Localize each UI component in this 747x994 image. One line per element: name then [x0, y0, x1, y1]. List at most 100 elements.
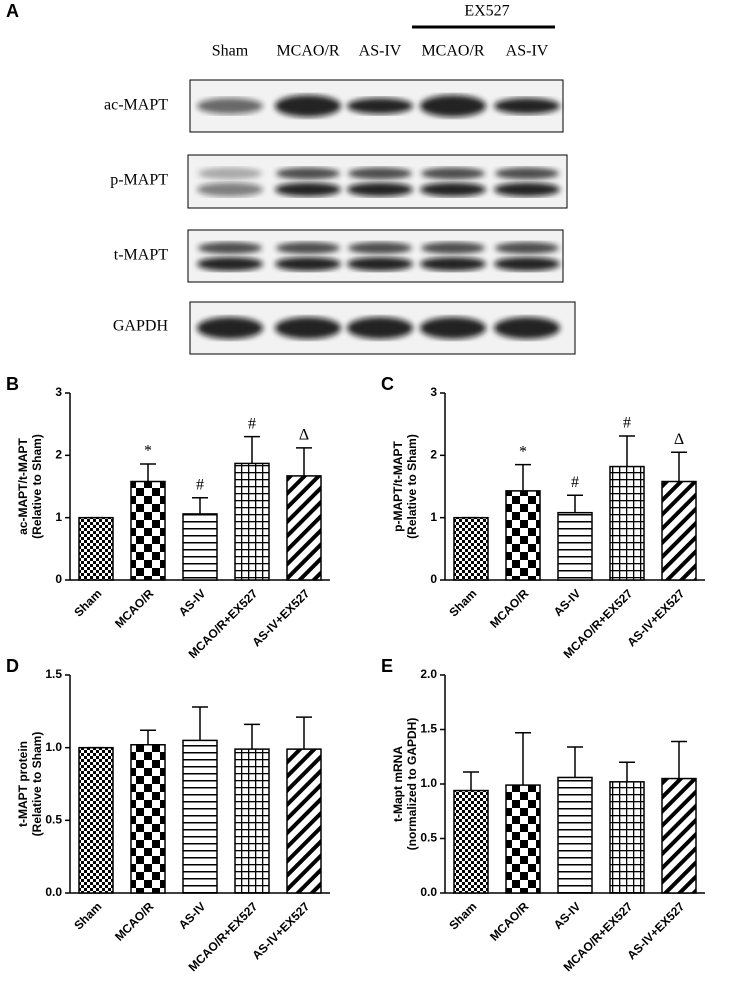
bar	[234, 462, 270, 581]
row-label: t-MAPT	[114, 247, 168, 264]
band	[275, 317, 341, 339]
y-axis-label: t-MAPT protein	[16, 741, 30, 827]
y-tick-label: 1.5	[45, 667, 62, 681]
row-label: GAPDH	[113, 318, 169, 335]
bar	[661, 480, 697, 581]
y-tick-label: 0	[55, 572, 62, 586]
error-bar	[244, 435, 260, 464]
y-tick-label: 2.0	[420, 667, 437, 681]
x-tick-label: MCAO/R	[112, 586, 157, 631]
panel-label: C	[381, 374, 394, 394]
x-tick-label: Sham	[446, 899, 479, 932]
error-bar	[140, 463, 156, 482]
blot-frame	[187, 229, 564, 283]
bar	[182, 513, 218, 581]
y-axis-label: (normalized to GAPDH)	[405, 718, 419, 851]
band	[197, 317, 263, 339]
significance-mark: #	[571, 474, 579, 491]
x-tick-label: Sham	[446, 586, 479, 619]
row-label: p-MAPT	[110, 172, 168, 189]
y-tick-label: 1.5	[420, 722, 437, 736]
y-tick-label: 0.0	[45, 885, 62, 899]
significance-mark: *	[144, 443, 152, 460]
band	[276, 242, 340, 254]
bar	[505, 784, 541, 894]
band	[347, 182, 413, 197]
x-tick-label: AS-IV	[551, 899, 584, 932]
lane-label: MCAO/R	[276, 43, 339, 60]
y-axis-label: (Relative to Sham)	[30, 732, 44, 837]
bar	[661, 777, 697, 894]
y-tick-label: 0.5	[420, 831, 437, 845]
panel-label: B	[6, 374, 19, 394]
y-tick-label: 3	[430, 385, 437, 399]
x-tick-label: MCAO/R	[487, 586, 532, 631]
bar	[234, 748, 270, 894]
band	[494, 98, 560, 114]
band	[275, 257, 341, 271]
x-tick-label: MCAO/R	[112, 899, 157, 944]
blot	[187, 79, 576, 355]
band	[198, 242, 262, 254]
y-axis-label: p-MAPT/t-MAPT	[391, 441, 405, 532]
band	[198, 167, 262, 180]
band	[494, 257, 560, 271]
y-tick-label: 0.0	[420, 885, 437, 899]
y-axis-label: ac-MAPT/t-MAPT	[16, 438, 30, 535]
bar	[609, 465, 645, 581]
bar	[78, 516, 114, 581]
bar	[453, 516, 489, 581]
band	[348, 167, 412, 180]
bar	[557, 776, 593, 894]
significance-mark: *	[519, 443, 527, 460]
lane-label: MCAO/R	[421, 43, 484, 60]
x-tick-label: AS-IV	[176, 586, 209, 619]
y-axis-label: (Relative to Sham)	[405, 434, 419, 539]
group-label: EX527	[464, 3, 509, 20]
x-tick-label: MCAO/R	[487, 899, 532, 944]
band	[495, 167, 559, 180]
band	[275, 182, 341, 197]
band	[197, 182, 263, 197]
error-bar	[463, 771, 479, 791]
significance-mark: #	[623, 415, 631, 432]
band	[420, 95, 486, 117]
bar	[78, 746, 114, 894]
band	[420, 317, 486, 339]
error-bar	[619, 435, 635, 467]
lane-label: AS-IV	[359, 43, 402, 60]
band	[494, 317, 560, 339]
band	[494, 182, 560, 197]
lane-label: Sham	[212, 43, 249, 60]
panel-label: E	[381, 656, 393, 676]
band	[276, 167, 340, 180]
bar	[182, 739, 218, 894]
bar	[453, 789, 489, 894]
band	[347, 98, 413, 114]
band	[275, 95, 341, 117]
error-bar	[192, 496, 208, 514]
y-tick-label: 2	[55, 448, 62, 462]
bar	[130, 480, 166, 581]
band	[495, 242, 559, 254]
error-bar	[192, 706, 208, 741]
error-bar	[140, 729, 156, 745]
band	[347, 257, 413, 271]
y-tick-label: 2	[430, 448, 437, 462]
band	[421, 242, 485, 254]
significance-mark: Δ	[299, 427, 309, 444]
error-bar	[671, 740, 687, 779]
significance-mark: #	[248, 415, 256, 432]
band	[420, 182, 486, 197]
y-axis-label: (Relative to Sham)	[30, 434, 44, 539]
x-tick-label: Sham	[71, 899, 104, 932]
error-bar	[296, 447, 312, 476]
y-tick-label: 1	[430, 510, 437, 524]
x-tick-label: Sham	[71, 586, 104, 619]
error-bar	[567, 494, 583, 513]
error-bar	[515, 463, 531, 491]
band	[421, 167, 485, 180]
x-tick-label: AS-IV	[176, 899, 209, 932]
row-label: ac-MAPT	[104, 97, 168, 114]
